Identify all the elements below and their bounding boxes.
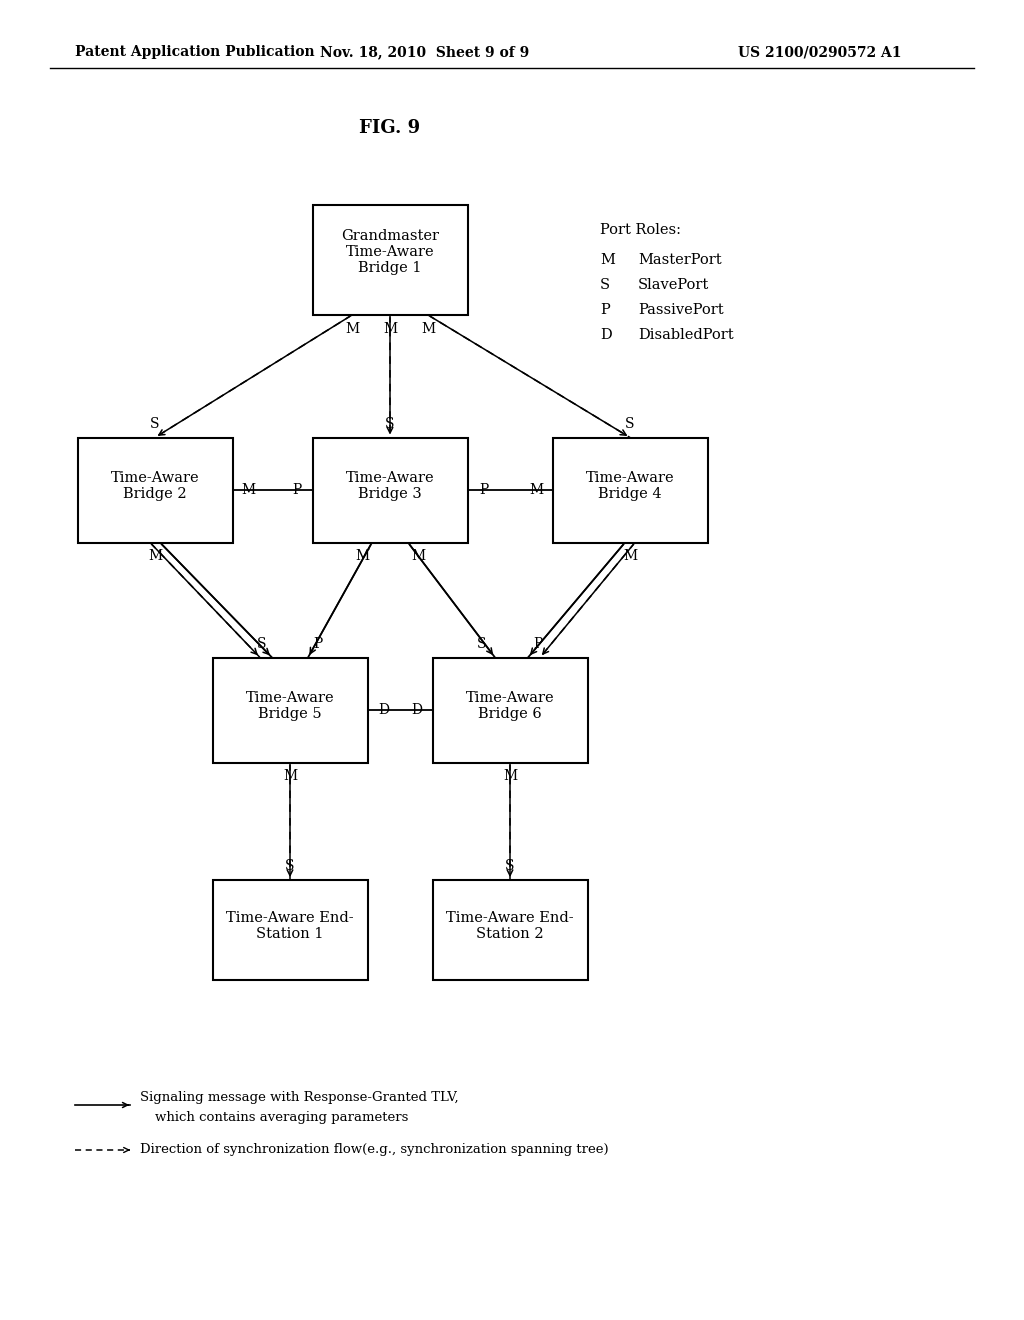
Text: S: S <box>151 417 160 430</box>
Text: S: S <box>600 279 610 292</box>
Text: DisabledPort: DisabledPort <box>638 327 733 342</box>
Text: D: D <box>600 327 611 342</box>
Text: M: M <box>242 483 256 498</box>
Text: S: S <box>477 636 486 651</box>
Bar <box>553 437 708 543</box>
Text: P: P <box>600 304 609 317</box>
Text: Direction of synchronization flow(e.g., synchronization spanning tree): Direction of synchronization flow(e.g., … <box>140 1143 608 1156</box>
Text: S: S <box>505 859 515 873</box>
Text: P: P <box>313 636 323 651</box>
Text: P: P <box>534 636 543 651</box>
Text: M: M <box>600 253 614 267</box>
Bar <box>312 437 468 543</box>
Text: Time-Aware
Bridge 4: Time-Aware Bridge 4 <box>586 471 675 502</box>
Text: Port Roles:: Port Roles: <box>600 223 681 238</box>
Text: M: M <box>529 483 544 498</box>
Text: Time-Aware End-
Station 1: Time-Aware End- Station 1 <box>226 911 354 941</box>
Text: M: M <box>345 322 359 337</box>
Text: Grandmaster
Time-Aware
Bridge 1: Grandmaster Time-Aware Bridge 1 <box>341 228 439 275</box>
Text: P: P <box>479 483 488 498</box>
Text: US 2100/0290572 A1: US 2100/0290572 A1 <box>738 45 902 59</box>
Text: Time-Aware End-
Station 2: Time-Aware End- Station 2 <box>446 911 573 941</box>
Text: D: D <box>378 704 389 717</box>
Text: M: M <box>623 549 637 564</box>
Bar <box>432 880 588 979</box>
Bar <box>213 880 368 979</box>
Text: M: M <box>283 770 297 784</box>
Text: FIG. 9: FIG. 9 <box>359 119 421 137</box>
Text: D: D <box>411 704 422 717</box>
Text: Time-Aware
Bridge 2: Time-Aware Bridge 2 <box>111 471 200 502</box>
Text: S: S <box>257 636 266 651</box>
Text: Time-Aware
Bridge 3: Time-Aware Bridge 3 <box>346 471 434 502</box>
Bar <box>432 657 588 763</box>
Text: S: S <box>385 417 394 430</box>
Text: S: S <box>286 859 295 873</box>
Text: M: M <box>411 549 425 564</box>
Text: which contains averaging parameters: which contains averaging parameters <box>155 1110 409 1123</box>
Text: M: M <box>147 549 162 564</box>
Text: M: M <box>355 549 369 564</box>
Text: Patent Application Publication: Patent Application Publication <box>75 45 314 59</box>
Bar <box>312 205 468 315</box>
Text: Time-Aware
Bridge 5: Time-Aware Bridge 5 <box>246 690 334 721</box>
Bar <box>78 437 232 543</box>
Text: Nov. 18, 2010  Sheet 9 of 9: Nov. 18, 2010 Sheet 9 of 9 <box>321 45 529 59</box>
Text: M: M <box>421 322 435 337</box>
Bar <box>213 657 368 763</box>
Text: MasterPort: MasterPort <box>638 253 722 267</box>
Text: SlavePort: SlavePort <box>638 279 710 292</box>
Text: P: P <box>292 483 301 498</box>
Text: M: M <box>503 770 517 784</box>
Text: Signaling message with Response-Granted TLV,: Signaling message with Response-Granted … <box>140 1090 459 1104</box>
Text: S: S <box>626 417 635 430</box>
Text: M: M <box>383 322 397 337</box>
Text: Time-Aware
Bridge 6: Time-Aware Bridge 6 <box>466 690 554 721</box>
Text: PassivePort: PassivePort <box>638 304 724 317</box>
